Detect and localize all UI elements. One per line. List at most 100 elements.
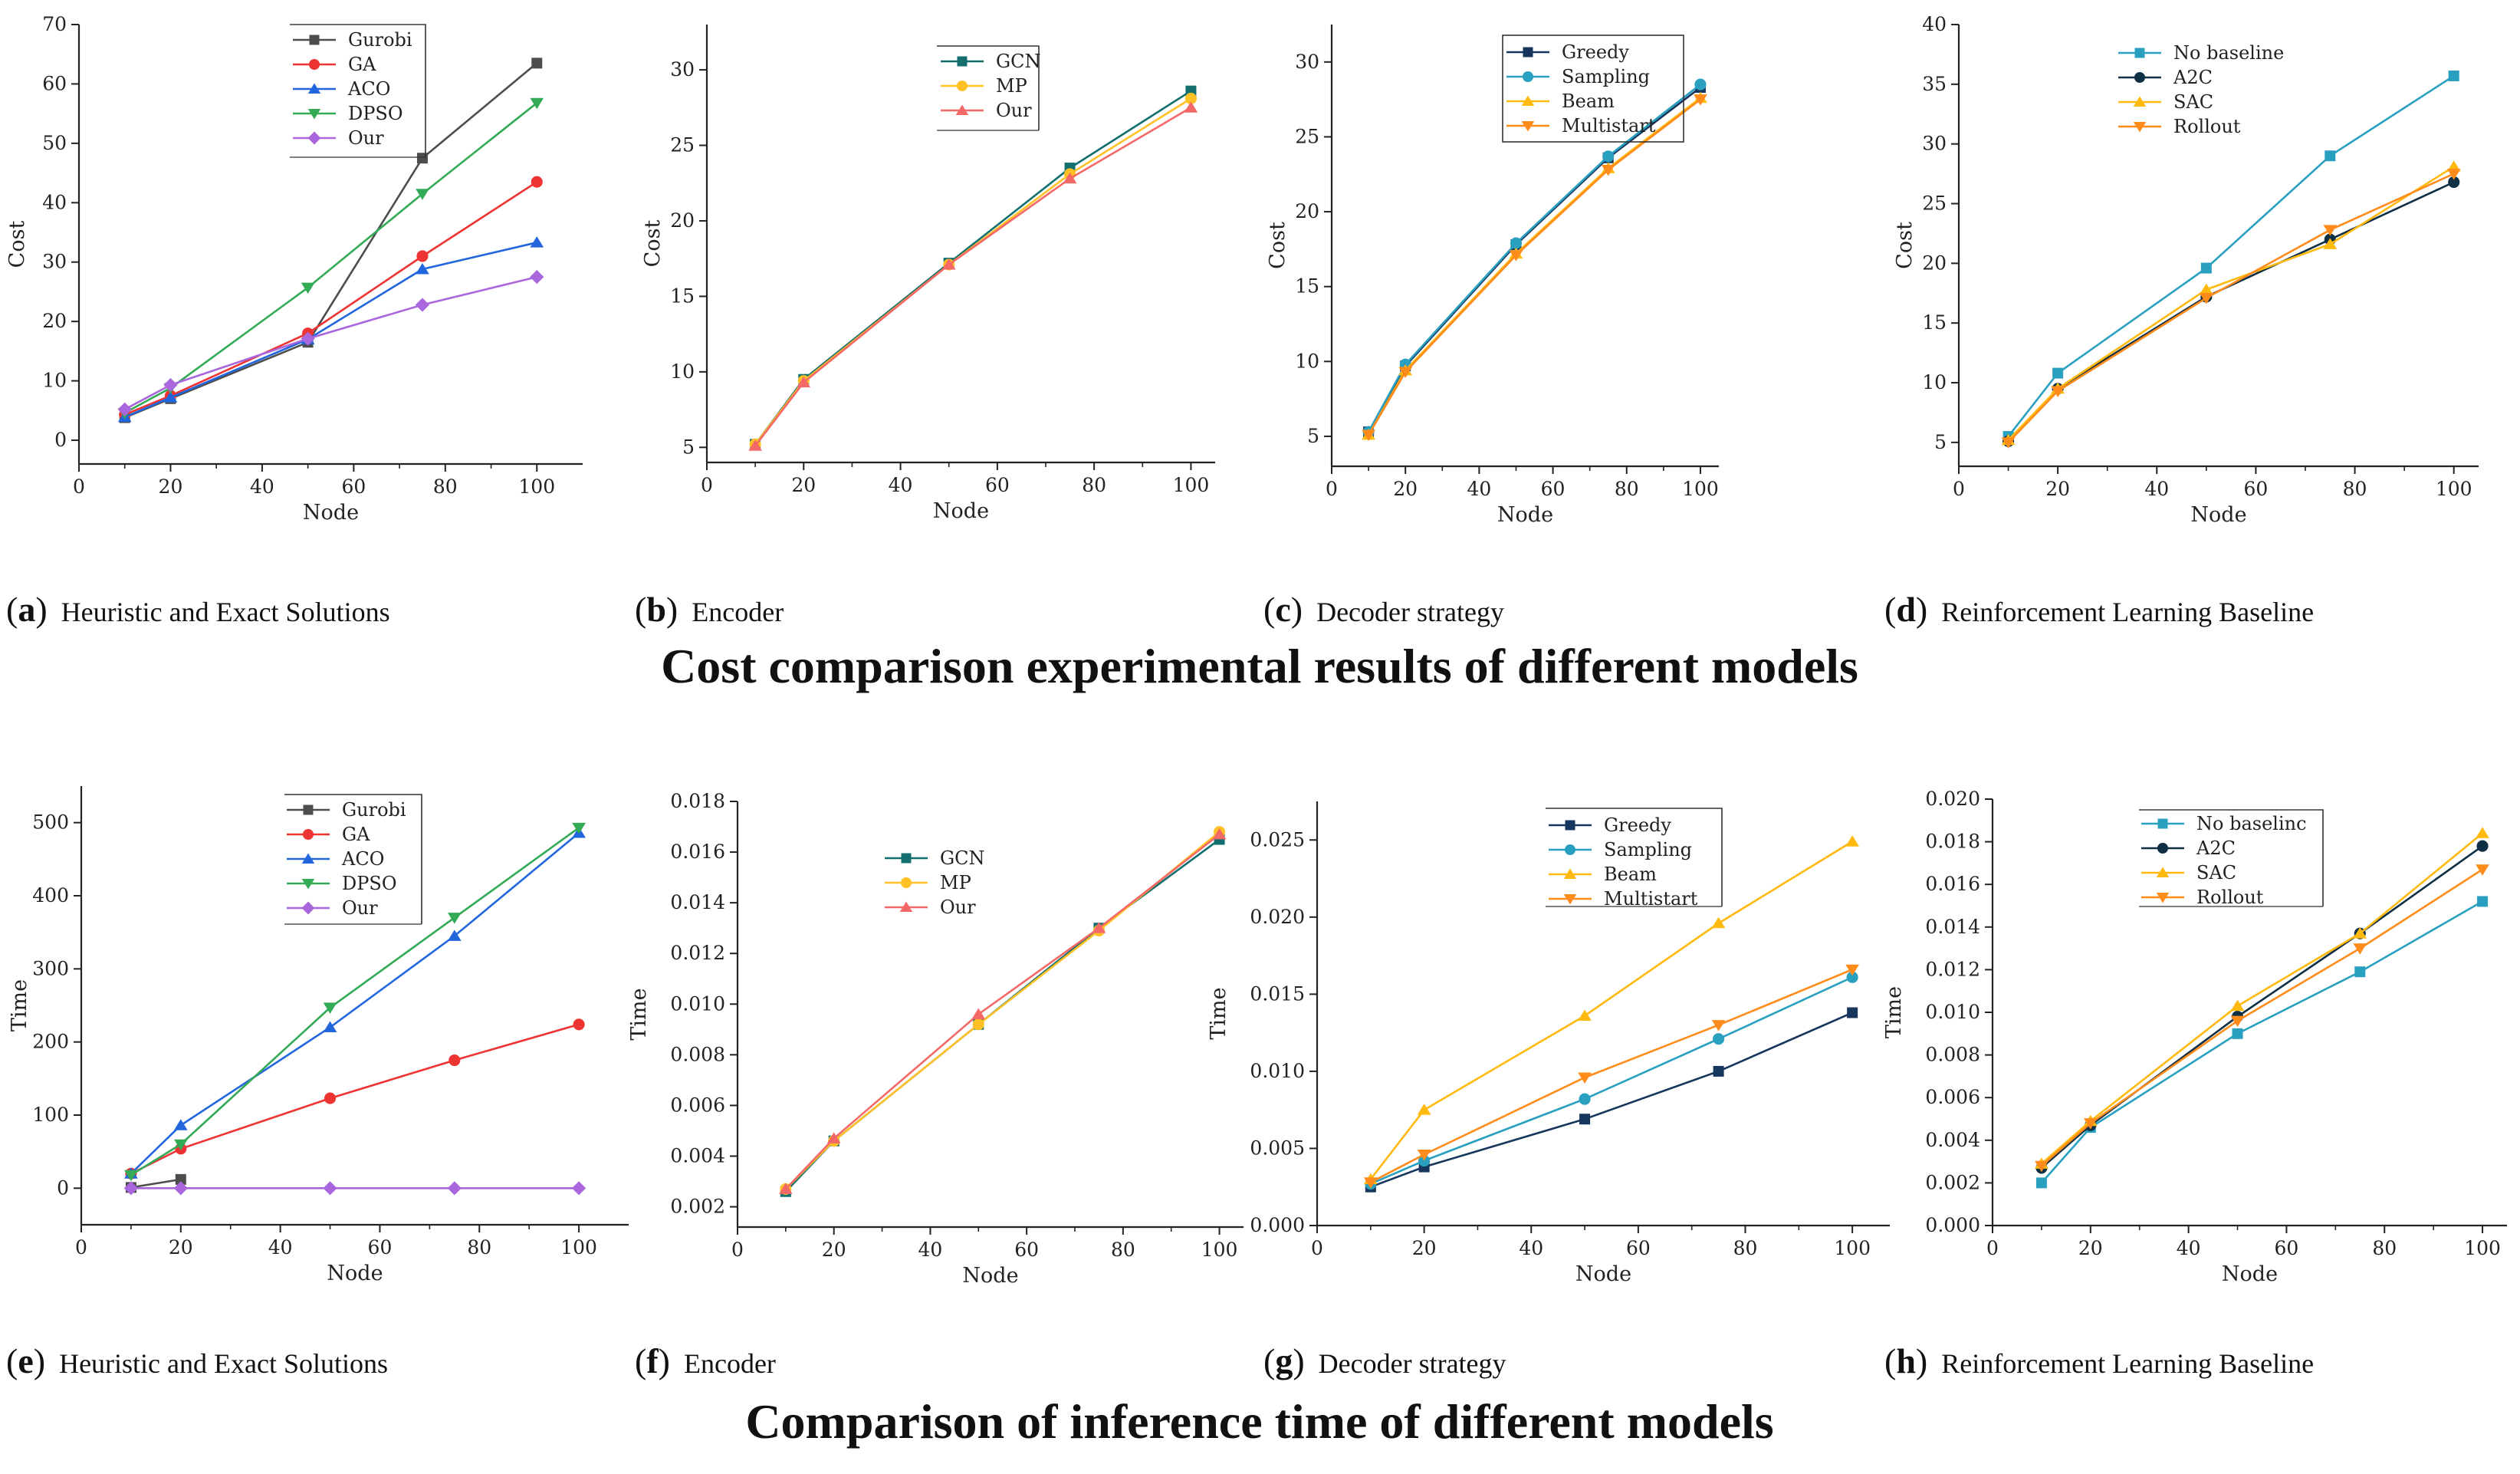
caption-letter: d [1896, 590, 1916, 629]
legend-swatch-marker [2134, 71, 2146, 84]
chart-h: 0 20 40 60 80 100 0.000 0.002 0.004 0.006 0.008 0.0… [1882, 788, 2507, 1286]
series-sac [2001, 160, 2461, 446]
data-point-rollout [2476, 864, 2489, 876]
caption-close-paren: ) [1293, 1341, 1304, 1380]
x-tick-label: 80 [2372, 1237, 2397, 1259]
x-tick-label: 0 [1326, 478, 1338, 500]
caption-close-paren: ) [659, 1341, 670, 1380]
data-point-a2c [2476, 840, 2489, 852]
legend-swatch-marker [2133, 122, 2147, 133]
series-line-multistart [1370, 968, 1853, 1183]
data-point-our [173, 1181, 188, 1196]
y-tick-label: 0.016 [670, 841, 725, 863]
x-tick-label: 100 [2436, 478, 2472, 500]
series-our [117, 269, 544, 416]
panel-caption-c: (c) Decoder strategy [1263, 590, 1504, 629]
data-point-our [415, 298, 430, 312]
legend-label: No baseline [2173, 42, 2284, 64]
y-tick-label: 0.006 [670, 1094, 725, 1116]
legend-frame [1502, 35, 1684, 143]
y-tick-label: 200 [32, 1031, 69, 1053]
legend-item-sampling: Sampling [1549, 839, 1692, 860]
x-tick-label: 0 [73, 475, 85, 498]
legend-item-multistart: Multistart [1549, 888, 1698, 910]
x-tick-label: 0 [75, 1236, 87, 1258]
series-our [748, 101, 1198, 451]
chart-a: 0 20 40 60 80 100 0 10 20 30 40 50 60 70 Node Cost Gurob… [5, 13, 583, 525]
legend-frame [2139, 809, 2324, 906]
y-axis-title: Time [1207, 987, 1230, 1039]
legend-label: Gurobi [342, 799, 406, 821]
data-point-beam [1711, 916, 1726, 929]
row-title-cost: Cost comparison experimental results of … [661, 639, 1858, 693]
y-tick-label: 0.020 [1250, 906, 1305, 928]
data-point-our [1184, 101, 1198, 113]
legend-item-our: Our [293, 127, 384, 149]
x-tick-label: 60 [1541, 478, 1566, 500]
y-tick-label: 0.012 [670, 942, 725, 964]
legend-label: Our [940, 897, 976, 918]
series-our [779, 827, 1227, 1194]
data-point-our [779, 1183, 793, 1194]
legend-item-multistart: Multistart [1506, 115, 1656, 137]
legend-item-aco: ACO [293, 78, 390, 100]
legend-item-our: Our [885, 897, 976, 918]
data-point-gurobi [175, 1173, 186, 1185]
data-point-rollout [2446, 169, 2461, 180]
x-tick-label: 20 [2078, 1237, 2103, 1259]
y-tick-label: 0.008 [670, 1043, 725, 1065]
data-point-our [971, 1008, 986, 1019]
x-axis-title: Node [1497, 503, 1553, 527]
x-tick-label: 60 [2275, 1237, 2299, 1259]
y-tick-label: 5 [1307, 425, 1319, 447]
caption-close-paren: ) [1291, 590, 1303, 629]
caption-letter: g [1275, 1341, 1293, 1380]
legend-swatch-marker [957, 56, 968, 67]
x-axis-title: Node [962, 1264, 1018, 1288]
legend-swatch-marker [303, 804, 314, 815]
legend-label: SAC [2173, 91, 2213, 113]
x-tick-label: 0 [701, 474, 713, 496]
legend-item-gurobi: Gurobi [293, 29, 412, 51]
caption-text: Decoder strategy [1316, 597, 1504, 627]
data-point-sac [2446, 160, 2461, 172]
legend-frame [937, 45, 1040, 130]
chart-g: 0 20 40 60 80 100 0.000 0.005 0.010 0.015 0.020 0.0… [1207, 801, 1890, 1286]
x-tick-label: 20 [1393, 478, 1418, 500]
x-tick-label: 60 [341, 475, 366, 498]
caption-open-paren: ( [635, 590, 646, 629]
data-point-aco [530, 236, 544, 248]
legend-label: Our [342, 897, 378, 919]
series-beam [1362, 91, 1707, 440]
legend-item-gurobi: Gurobi [287, 799, 406, 821]
legend-swatch-marker [899, 901, 913, 912]
y-tick-label: 0.002 [1925, 1171, 1980, 1193]
y-tick-label: 0.002 [670, 1196, 725, 1218]
series-ga [119, 176, 543, 421]
y-tick-label: 0.006 [1925, 1086, 1980, 1108]
data-point-our [301, 331, 315, 346]
legend-swatch-marker [2156, 867, 2170, 877]
chart-b: 0 20 40 60 80 100 5 10 15 20 25 30 Node Cost GCN MP Our [641, 25, 1215, 523]
data-point-sac [2230, 999, 2245, 1012]
legend-item-a2c: A2C [2141, 837, 2236, 859]
y-tick-label: 25 [1922, 192, 1947, 215]
x-tick-label: 80 [433, 475, 458, 498]
data-point-aco [323, 1021, 337, 1033]
legend: Gurobi GA ACO DPSO Our [284, 794, 422, 925]
data-point-a2c [2448, 176, 2460, 189]
x-tick-label: 40 [1519, 1237, 1543, 1259]
data-point-our [571, 1181, 586, 1196]
y-tick-label: 60 [42, 72, 67, 94]
legend-label: Our [996, 100, 1032, 121]
legend-label: Beam [1604, 864, 1657, 885]
data-point-our [447, 1181, 462, 1196]
data-point-dpso [416, 189, 429, 200]
x-tick-label: 80 [467, 1236, 491, 1258]
legend-swatch-marker [1563, 894, 1577, 905]
x-tick-label: 40 [918, 1239, 943, 1261]
caption-close-paren: ) [666, 590, 678, 629]
y-tick-label: 40 [42, 191, 67, 213]
data-point-multistart [1363, 1177, 1378, 1189]
